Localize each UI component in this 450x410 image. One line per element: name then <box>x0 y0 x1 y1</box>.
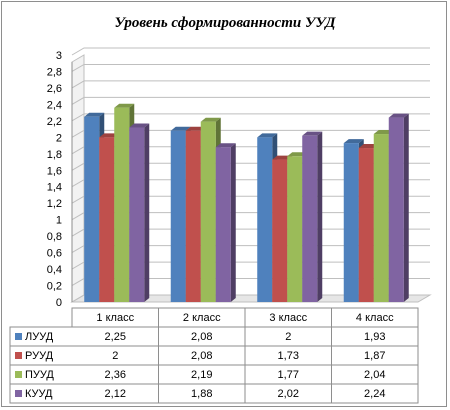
y-tick-label: 1,8 <box>47 149 62 161</box>
legend-key <box>15 352 22 359</box>
y-tick-label: 2,6 <box>47 83 62 95</box>
y-tick-label: 1,6 <box>47 165 62 177</box>
data-value: 1,88 <box>191 388 212 400</box>
gridline <box>71 63 430 72</box>
data-value: 1,77 <box>278 369 299 381</box>
data-value: 1,73 <box>278 350 299 362</box>
data-value: 1,93 <box>364 331 385 343</box>
legend-key <box>15 371 22 378</box>
bar-top <box>388 113 409 118</box>
bar <box>388 113 409 302</box>
y-tick-label: 2,4 <box>47 99 62 111</box>
data-value: 2,19 <box>191 369 212 381</box>
legend-series-name: РУУД <box>25 350 54 362</box>
x-category-label: 3 класс <box>269 312 307 324</box>
y-tick-label: 1,2 <box>47 198 62 210</box>
bar-front <box>114 107 130 303</box>
data-value: 2 <box>112 350 118 362</box>
bar <box>302 131 323 302</box>
data-value: 2 <box>285 331 291 343</box>
data-value: 2,08 <box>191 331 212 343</box>
bar-front <box>185 130 201 302</box>
bar-front <box>358 148 374 302</box>
bar-side <box>230 143 236 302</box>
data-value: 1,87 <box>364 350 385 362</box>
bar-top <box>84 112 105 117</box>
plot-area: 0 0,2 0,4 0,6 0,8 1 1,2 1,4 1,6 1,8 2 2,2 2,4 2,6 2,8 3 <box>47 47 432 309</box>
data-value: 2,04 <box>364 369 385 381</box>
y-tick-label: 0,4 <box>47 264 62 276</box>
bar-side <box>317 131 323 302</box>
y-tick-label: 0,6 <box>47 248 62 260</box>
y-tick-label: 2 <box>56 132 62 144</box>
legend-series-name: КУУД <box>25 388 53 400</box>
bar-top <box>215 143 236 148</box>
data-table: 1 класс 2 класс 3 класс 4 класс ЛУУД 2,25 2,08… <box>9 307 419 404</box>
bar-front <box>200 121 216 302</box>
bar-top <box>200 117 221 122</box>
y-tick-label: 0 <box>56 297 62 309</box>
bar-top <box>114 103 135 108</box>
x-category-label: 2 класс <box>183 312 221 324</box>
y-tick-label: 0,8 <box>47 231 62 243</box>
y-tick-label: 1 <box>56 215 62 227</box>
bar-top <box>257 133 278 138</box>
gridline <box>71 80 430 89</box>
legend-key <box>15 390 22 397</box>
bar-top <box>343 139 364 144</box>
gridline <box>71 113 430 122</box>
bar-side <box>403 113 409 302</box>
plot-side-wall <box>71 54 85 303</box>
y-tick-label: 2,2 <box>47 116 62 128</box>
chart-title: Уровень сформированности УУД <box>114 15 336 31</box>
bar <box>129 123 150 302</box>
bar-front <box>272 159 288 302</box>
bar-front <box>257 137 273 302</box>
x-category-label: 4 класс <box>356 312 394 324</box>
bar-front <box>170 130 186 302</box>
bar-front <box>84 116 100 302</box>
bar-front <box>129 127 145 302</box>
legend-key <box>15 333 22 340</box>
data-value: 2,12 <box>105 388 126 400</box>
bar <box>215 143 236 302</box>
bar-top <box>129 123 150 128</box>
y-tick-label: 3 <box>56 50 62 62</box>
bar-front <box>99 137 115 302</box>
bar-top <box>170 126 191 131</box>
bar-front <box>388 117 404 302</box>
y-tick-label: 2,8 <box>47 66 62 78</box>
bar-front <box>215 147 231 302</box>
bar-front <box>343 143 359 302</box>
y-tick-label: 0,2 <box>47 281 62 293</box>
data-value: 2,24 <box>364 388 385 400</box>
data-value: 2,08 <box>191 350 212 362</box>
data-value: 2,25 <box>105 331 126 343</box>
gridline <box>71 47 430 56</box>
data-value: 2,02 <box>278 388 299 400</box>
legend-series-name: ПУУД <box>25 369 54 381</box>
bar-side <box>144 123 150 302</box>
data-value: 2,36 <box>105 369 126 381</box>
gridline <box>71 96 430 105</box>
bar-front <box>373 134 389 302</box>
x-category-label: 1 класс <box>96 312 134 324</box>
bar-top <box>302 131 323 136</box>
gridline <box>71 129 430 138</box>
bar-front <box>302 135 318 302</box>
y-tick-label: 1,4 <box>47 182 62 194</box>
bar-front <box>287 156 303 302</box>
legend-series-name: ЛУУД <box>25 331 54 343</box>
